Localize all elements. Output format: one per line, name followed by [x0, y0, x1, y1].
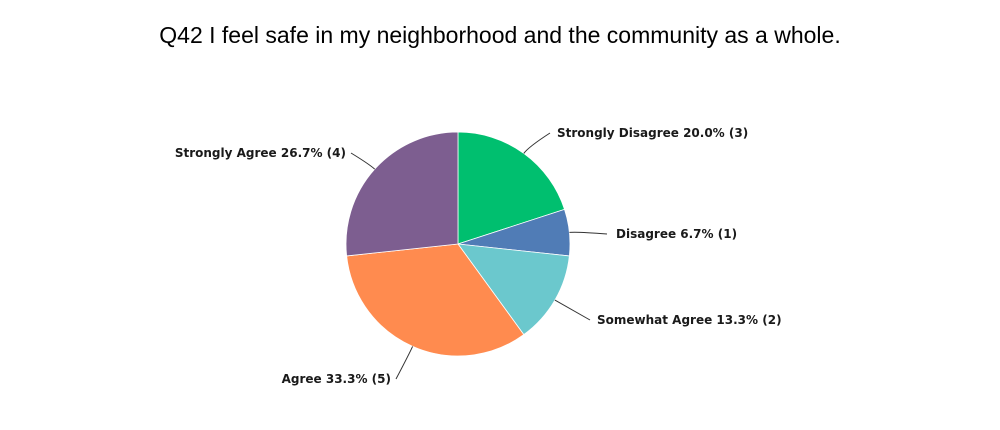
pie-slice-strongly-agree: [345, 131, 459, 257]
slice-label-disagree: Disagree 6.7% (1): [616, 227, 737, 241]
leader-line-strongly-agree: [350, 152, 376, 170]
leader-line-disagree: [569, 231, 608, 235]
leader-line-somewhat-agree: [554, 299, 591, 321]
slice-label-strongly-disagree: Strongly Disagree 20.0% (3): [557, 126, 748, 140]
pie-slice-agree: [346, 243, 525, 357]
slice-label-somewhat-agree: Somewhat Agree 13.3% (2): [597, 313, 782, 327]
slice-label-strongly-agree: Strongly Agree 26.7% (4): [175, 146, 346, 160]
leader-line-agree: [395, 346, 414, 380]
pie-slice-somewhat-agree: [457, 243, 570, 336]
leader-line-strongly-disagree: [523, 132, 551, 154]
chart-title: Q42 I feel safe in my neighborhood and t…: [159, 22, 841, 48]
slice-label-agree: Agree 33.3% (5): [282, 372, 391, 386]
